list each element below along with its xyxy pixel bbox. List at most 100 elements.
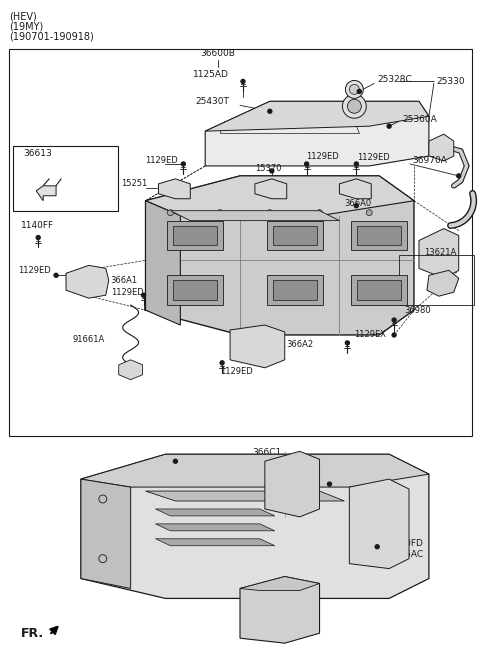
Circle shape bbox=[457, 174, 461, 178]
Polygon shape bbox=[66, 265, 109, 298]
Polygon shape bbox=[145, 176, 414, 215]
Polygon shape bbox=[81, 454, 429, 487]
Circle shape bbox=[390, 550, 398, 558]
Circle shape bbox=[99, 555, 107, 562]
Circle shape bbox=[348, 99, 361, 113]
Polygon shape bbox=[357, 225, 401, 246]
Circle shape bbox=[268, 109, 272, 113]
Polygon shape bbox=[351, 275, 407, 305]
Polygon shape bbox=[357, 281, 401, 300]
Polygon shape bbox=[81, 479, 131, 589]
Polygon shape bbox=[255, 179, 287, 199]
Text: 25330: 25330 bbox=[436, 77, 465, 86]
Polygon shape bbox=[156, 524, 275, 531]
Circle shape bbox=[392, 333, 396, 337]
Polygon shape bbox=[240, 577, 320, 643]
Polygon shape bbox=[273, 281, 316, 300]
Text: 1129ED: 1129ED bbox=[111, 288, 144, 297]
Circle shape bbox=[71, 275, 81, 285]
Text: 36980: 36980 bbox=[404, 306, 431, 315]
Circle shape bbox=[366, 210, 372, 215]
Circle shape bbox=[220, 361, 224, 365]
Text: 1129ED: 1129ED bbox=[18, 266, 51, 275]
Polygon shape bbox=[230, 325, 285, 368]
Polygon shape bbox=[267, 221, 323, 250]
Text: 36970A: 36970A bbox=[412, 156, 447, 166]
Circle shape bbox=[99, 495, 107, 503]
Polygon shape bbox=[156, 539, 275, 546]
Text: 366A1: 366A1 bbox=[111, 276, 138, 284]
Text: 36613: 36613 bbox=[23, 148, 52, 158]
Polygon shape bbox=[145, 491, 344, 501]
Circle shape bbox=[349, 84, 360, 95]
Polygon shape bbox=[168, 275, 223, 305]
Circle shape bbox=[342, 95, 366, 118]
Polygon shape bbox=[156, 509, 275, 516]
Text: 366A0: 366A0 bbox=[344, 199, 372, 208]
Circle shape bbox=[354, 204, 358, 208]
Polygon shape bbox=[158, 179, 190, 199]
Circle shape bbox=[217, 210, 223, 215]
Text: 1125AC: 1125AC bbox=[389, 550, 424, 559]
Circle shape bbox=[36, 236, 40, 240]
Polygon shape bbox=[419, 229, 459, 279]
Text: 15370: 15370 bbox=[255, 164, 281, 173]
Text: (190701-190918): (190701-190918) bbox=[9, 32, 94, 41]
Text: 1129ED: 1129ED bbox=[220, 367, 253, 376]
Polygon shape bbox=[36, 186, 56, 201]
Bar bbox=[13, 146, 118, 211]
Polygon shape bbox=[170, 211, 339, 221]
Polygon shape bbox=[119, 360, 143, 380]
Circle shape bbox=[241, 79, 245, 83]
Polygon shape bbox=[427, 270, 459, 296]
Bar bbox=[399, 256, 474, 305]
Circle shape bbox=[54, 273, 58, 277]
Circle shape bbox=[375, 545, 379, 549]
Polygon shape bbox=[81, 454, 429, 599]
Polygon shape bbox=[205, 101, 429, 166]
Text: 1125AD: 1125AD bbox=[193, 70, 229, 79]
Circle shape bbox=[267, 210, 273, 215]
Circle shape bbox=[392, 318, 396, 322]
Text: 366C1: 366C1 bbox=[252, 448, 281, 457]
Circle shape bbox=[168, 210, 173, 215]
Circle shape bbox=[173, 459, 178, 463]
Text: 1140FF: 1140FF bbox=[21, 221, 54, 230]
Text: 36607: 36607 bbox=[366, 463, 395, 472]
Text: 13621A: 13621A bbox=[424, 248, 456, 257]
Text: 1140FD: 1140FD bbox=[389, 539, 424, 548]
Circle shape bbox=[357, 89, 361, 93]
Circle shape bbox=[346, 341, 349, 345]
Polygon shape bbox=[339, 179, 371, 199]
Text: (19MY): (19MY) bbox=[9, 22, 44, 32]
Text: 25360A: 25360A bbox=[402, 115, 437, 124]
Text: 36600B: 36600B bbox=[201, 49, 236, 58]
Circle shape bbox=[346, 80, 363, 99]
Polygon shape bbox=[145, 176, 414, 335]
Polygon shape bbox=[173, 225, 217, 246]
Text: 1129ED: 1129ED bbox=[357, 154, 390, 162]
Circle shape bbox=[316, 210, 323, 215]
Circle shape bbox=[181, 162, 185, 166]
Polygon shape bbox=[349, 479, 409, 568]
Polygon shape bbox=[145, 201, 180, 325]
Polygon shape bbox=[273, 225, 316, 246]
Text: 25328C: 25328C bbox=[377, 75, 412, 84]
Bar bbox=[9, 49, 472, 436]
Circle shape bbox=[305, 162, 309, 166]
Text: FR.: FR. bbox=[21, 627, 44, 640]
Polygon shape bbox=[173, 281, 217, 300]
Polygon shape bbox=[205, 101, 429, 131]
Circle shape bbox=[387, 124, 391, 128]
Polygon shape bbox=[267, 275, 323, 305]
Text: 91661A: 91661A bbox=[73, 336, 105, 344]
Circle shape bbox=[354, 162, 358, 166]
Circle shape bbox=[327, 482, 332, 486]
Circle shape bbox=[270, 169, 274, 173]
Text: 366A2: 366A2 bbox=[287, 340, 314, 350]
Text: (HEV): (HEV) bbox=[9, 12, 37, 22]
Circle shape bbox=[390, 490, 398, 498]
Text: 1129ED: 1129ED bbox=[306, 152, 338, 160]
Text: 15251: 15251 bbox=[120, 179, 147, 189]
Text: 25430T: 25430T bbox=[195, 97, 229, 106]
